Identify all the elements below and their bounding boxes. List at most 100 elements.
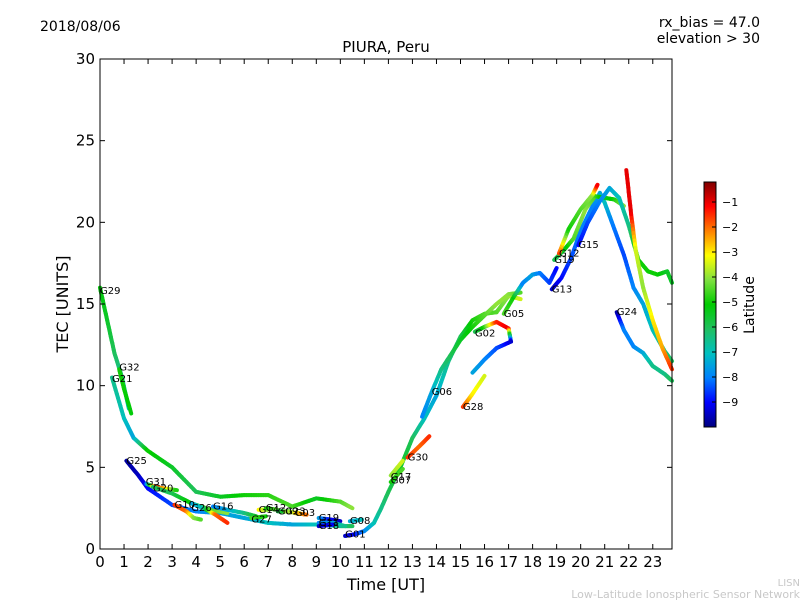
y-axis-ticks: 0 5 10 15 20 25 30 <box>76 50 672 558</box>
x-tick-label: 1 <box>119 553 129 571</box>
series-g10-6 <box>172 502 203 522</box>
series-g02-25 <box>470 320 513 375</box>
satellite-label: G17 <box>391 472 411 483</box>
satellite-label: G30 <box>408 453 428 464</box>
footer-brand: LISN <box>778 578 800 589</box>
series-g17-21 <box>388 458 405 478</box>
satellite-label: G09 <box>278 506 298 517</box>
colorbar-tick-label: −5 <box>722 296 738 309</box>
satellite-label: G18 <box>319 521 339 532</box>
x-axis-label: Time [UT] <box>346 575 425 594</box>
series-g13-27 <box>549 190 674 364</box>
x-tick-label: 2 <box>143 553 153 571</box>
series-g18-17 <box>316 522 336 529</box>
colorbar-label: Latitude <box>742 276 758 334</box>
satellite-label: G24 <box>617 307 637 318</box>
x-tick-label: 6 <box>239 553 249 571</box>
y-tick-label: 0 <box>85 540 95 558</box>
y-tick-label: 30 <box>76 50 95 68</box>
y-tick-label: 10 <box>76 377 95 395</box>
date-label: 2018/08/06 <box>40 19 121 35</box>
series-g03-14 <box>292 511 309 517</box>
series-g06-23 <box>420 290 523 419</box>
series-g30-22 <box>405 434 432 460</box>
data-point <box>399 467 405 473</box>
series-g27-9 <box>249 514 268 520</box>
x-tick-label: 7 <box>263 553 273 571</box>
y-tick-label: 25 <box>76 132 95 150</box>
x-tick-label: 14 <box>427 553 446 571</box>
x-tick-label: 19 <box>547 553 566 571</box>
plot-frame <box>99 58 673 550</box>
satellite-label: G19 <box>319 513 339 524</box>
satellite-label: G12 <box>266 503 286 514</box>
x-tick-label: 23 <box>643 553 662 571</box>
x-tick-label: 0 <box>95 553 105 571</box>
series-g08-18 <box>347 517 364 524</box>
data-point <box>553 266 559 272</box>
colorbar-tick-label: −9 <box>722 396 738 409</box>
satellite-label: G15 <box>578 240 598 251</box>
y-tick-label: 20 <box>76 213 95 231</box>
satellite-label: G10 <box>175 500 195 511</box>
x-tick-label: 11 <box>355 553 374 571</box>
satellite-label: G25 <box>126 456 146 467</box>
colorbar-tick-label: −4 <box>722 271 738 284</box>
x-tick-label: 10 <box>331 553 350 571</box>
satellite-label: G11 <box>319 518 339 529</box>
x-tick-label: 3 <box>167 553 177 571</box>
satellite-label: G06 <box>432 387 452 398</box>
x-tick-label: 16 <box>475 553 494 571</box>
x-tick-label: 12 <box>379 553 398 571</box>
satellite-label: G27 <box>251 515 271 526</box>
satellite-label: G16 <box>213 502 233 513</box>
data-point <box>426 434 432 440</box>
satellite-label: G14 <box>259 505 279 516</box>
satellite-label: G02 <box>475 328 495 339</box>
chart-title: PIURA, Peru <box>342 38 429 56</box>
data-point <box>349 505 355 511</box>
y-axis-label: TEC [UNITS] <box>53 256 72 354</box>
satellite-label: G20 <box>153 484 173 495</box>
series-g26-7 <box>189 501 230 525</box>
satellite-label: G05 <box>504 309 524 320</box>
footer-network: Low-Latitude Ionospheric Sensor Network <box>571 588 800 600</box>
x-tick-label: 17 <box>499 553 518 571</box>
colorbar <box>703 181 717 428</box>
satellite-label: G21 <box>112 374 132 385</box>
colorbar-tick-label: −3 <box>722 246 738 259</box>
data-point <box>481 373 487 380</box>
satellite-label: G08 <box>350 516 370 527</box>
series-g12-29 <box>557 182 600 256</box>
satellite-label: G29 <box>100 286 120 297</box>
satellite-label: G12 <box>559 248 579 259</box>
series-g32-1 <box>117 367 134 416</box>
series-g28-24 <box>460 373 487 409</box>
colorbar-tick-label: −6 <box>722 321 738 334</box>
series-g19-15 <box>316 516 343 524</box>
x-tick-label: 22 <box>619 553 638 571</box>
data-point <box>224 520 230 525</box>
x-tick-label: 8 <box>287 553 297 571</box>
data-point <box>595 182 600 188</box>
series-g05-26 <box>501 266 559 316</box>
elevation-label: elevation > 30 <box>657 31 760 47</box>
satellite-label: G19 <box>554 255 574 266</box>
data-point <box>128 409 134 416</box>
x-tick-label: 18 <box>523 553 542 571</box>
series-g24-31 <box>614 310 674 383</box>
colorbar-tick-label: −7 <box>722 346 738 359</box>
series-unlabeled-32 <box>624 168 674 372</box>
satellite-label: G03 <box>295 508 315 519</box>
y-tick-label: 5 <box>85 458 95 476</box>
rx-bias-label: rx_bias = 47.0 <box>659 15 760 31</box>
x-axis-ticks: 0 1 2 3 4 5 6 7 8 9 10 11 12 13 14 15 16 17 18 19 20 21 22 23 <box>95 59 662 571</box>
x-tick-label: 9 <box>312 553 322 571</box>
x-tick-label: 21 <box>595 553 614 571</box>
series-g07-20 <box>388 467 405 484</box>
series-g21-2 <box>110 375 355 511</box>
x-tick-label: 13 <box>403 553 422 571</box>
data-point <box>470 369 476 375</box>
x-tick-label: 5 <box>215 553 225 571</box>
